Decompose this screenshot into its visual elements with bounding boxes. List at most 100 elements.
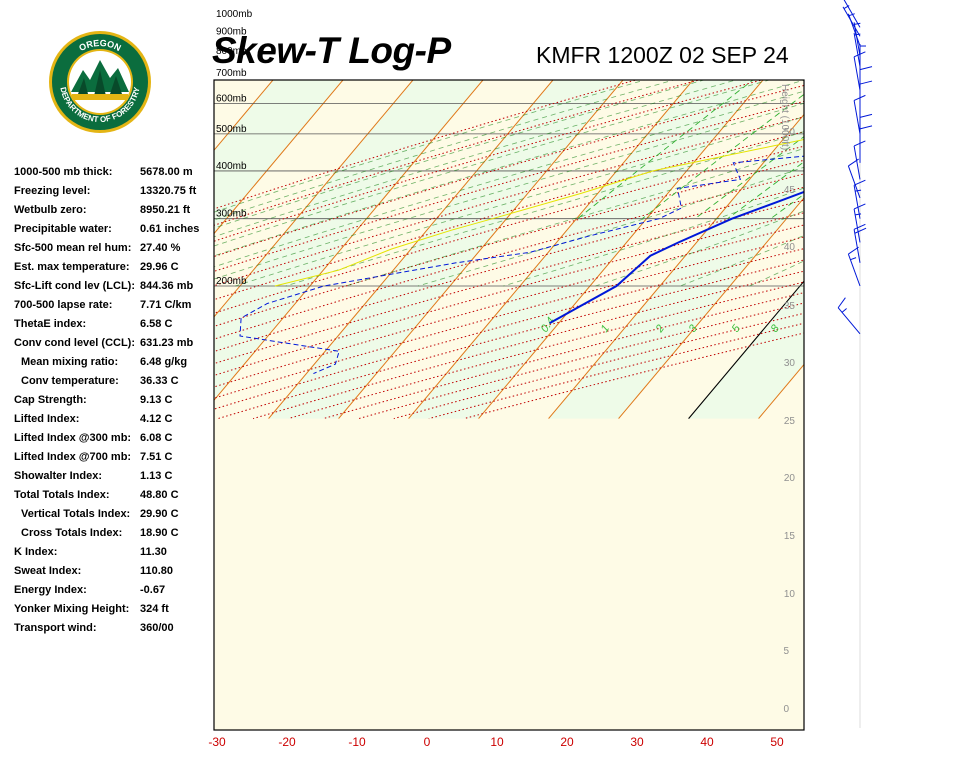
mixing-ratio-label: 1 xyxy=(599,323,612,335)
isotherm-band xyxy=(408,80,764,419)
stat-label: Mean mixing ratio: xyxy=(21,356,119,368)
page-title: Skew-T Log-P xyxy=(212,30,451,71)
temperature-line xyxy=(549,190,804,324)
pressure-label: 900mb xyxy=(216,26,247,37)
stat-label: Vertical Totals Index: xyxy=(21,508,131,520)
pressure-label: 300mb xyxy=(216,209,247,220)
stat-value: 360/00 xyxy=(140,622,174,634)
stat-value: 8950.21 ft xyxy=(140,204,191,216)
oregon-department-of-forestry-logo: OREGON DEPARTMENT OF FORESTRY xyxy=(49,31,151,133)
isotherm-line xyxy=(0,11,51,419)
stat-label: Conv temperature: xyxy=(21,375,119,387)
stat-value: 6.48 g/kg xyxy=(140,356,188,368)
temperature-tick-label: -30 xyxy=(208,735,226,749)
height-tick-label: 0 xyxy=(783,704,789,715)
pressure-label: 400mb xyxy=(216,161,247,172)
parcel-path-line xyxy=(274,139,804,287)
isotherm-line xyxy=(0,11,121,419)
wind-barb xyxy=(859,80,873,119)
pressure-label: 700mb xyxy=(216,68,247,79)
height-tick-label: 10 xyxy=(784,589,796,600)
stat-value: 36.33 C xyxy=(140,375,179,387)
temperature-tick-label: 40 xyxy=(700,735,714,749)
height-tick-label: 40 xyxy=(784,242,796,253)
stat-value: 29.96 C xyxy=(140,261,179,273)
stat-label: Transport wind: xyxy=(14,622,97,634)
stat-label: Freezing level: xyxy=(14,185,91,197)
height-tick-label: 35 xyxy=(784,301,796,312)
wind-barb xyxy=(847,13,861,46)
temperature-tick-label: 0 xyxy=(424,735,431,749)
wind-barb xyxy=(859,125,873,163)
height-tick-label: 15 xyxy=(784,531,796,542)
temperature-tick-label: 10 xyxy=(490,735,504,749)
stat-value: 1.13 C xyxy=(140,470,173,482)
isotherm-line xyxy=(478,80,764,419)
height-tick-label: 25 xyxy=(784,416,796,427)
wind-barb xyxy=(859,66,873,104)
stat-label: Total Totals Index: xyxy=(14,489,110,501)
wind-barb xyxy=(853,223,867,263)
stat-value: 110.80 xyxy=(140,565,174,577)
stat-label: Energy Index: xyxy=(14,584,87,596)
stat-label: Lifted Index @700 mb: xyxy=(14,451,132,463)
temperature-tick-label: -10 xyxy=(348,735,366,749)
stat-value: 9.13 C xyxy=(140,394,173,406)
isotherm-line xyxy=(214,80,414,318)
wind-barb xyxy=(847,158,861,199)
dry-adiabat xyxy=(214,80,764,242)
wind-barb xyxy=(853,179,866,219)
isotherm-line xyxy=(829,11,960,419)
stat-label: Conv cond level (CCL): xyxy=(14,337,136,349)
wind-barb xyxy=(853,203,866,243)
temperature-tick-label: 30 xyxy=(630,735,644,749)
moist-adiabat xyxy=(214,80,647,213)
stat-label: Sweat Index: xyxy=(14,565,82,577)
stat-label: Cap Strength: xyxy=(14,394,87,406)
height-tick-label: 5 xyxy=(783,646,789,657)
stat-value: 631.23 mb xyxy=(140,337,194,349)
moist-adiabat xyxy=(214,80,804,257)
stat-value: 29.90 C xyxy=(140,508,179,520)
height-tick-label: 20 xyxy=(784,473,796,484)
height-tick-label: 50 xyxy=(784,127,796,138)
temperature-tick-label: -20 xyxy=(278,735,296,749)
dry-adiabat xyxy=(214,84,804,258)
wind-barb xyxy=(853,140,866,180)
mixing-ratio-line xyxy=(812,11,960,219)
isotherm-band xyxy=(829,11,960,419)
stat-value: 324 ft xyxy=(140,603,169,615)
stat-label: Showalter Index: xyxy=(14,470,103,482)
wind-barb xyxy=(853,51,866,91)
moist-adiabat xyxy=(214,80,676,221)
wind-barbs xyxy=(837,0,873,728)
isotherm-band xyxy=(0,11,121,419)
isotherm-line xyxy=(0,11,191,419)
mixing-ratio-line xyxy=(577,80,754,220)
stat-value: 844.36 mb xyxy=(140,280,194,292)
isotherm-line xyxy=(338,80,624,419)
isotherm-line xyxy=(408,80,694,419)
wind-barb xyxy=(842,5,861,37)
stat-value: -0.67 xyxy=(140,584,166,596)
height-axis-label: Height (1000ft) xyxy=(779,84,790,150)
moist-adiabat xyxy=(214,90,804,268)
plot-frame xyxy=(213,79,805,731)
dry-adiabat xyxy=(214,236,804,399)
stat-label: Yonker Mixing Height: xyxy=(14,603,130,615)
isotherm-line xyxy=(899,11,960,419)
stat-value: 27.40 % xyxy=(140,242,181,254)
isotherm-line xyxy=(214,80,344,235)
stat-label: Precipitable water: xyxy=(14,223,112,235)
mixing-ratio-line xyxy=(694,136,804,220)
temperature-tick-label: 50 xyxy=(770,735,784,749)
plot-area: 0.4 1 2 3 5 8 xyxy=(0,11,960,420)
moist-adiabat xyxy=(285,131,804,287)
stat-label: Cross Totals Index: xyxy=(21,527,123,539)
dry-adiabat xyxy=(214,159,804,327)
stat-label: Lifted Index: xyxy=(14,413,80,425)
pressure-label: 500mb xyxy=(216,124,247,135)
pressure-label: 200mb xyxy=(216,276,247,287)
dry-adiabat xyxy=(214,173,804,340)
